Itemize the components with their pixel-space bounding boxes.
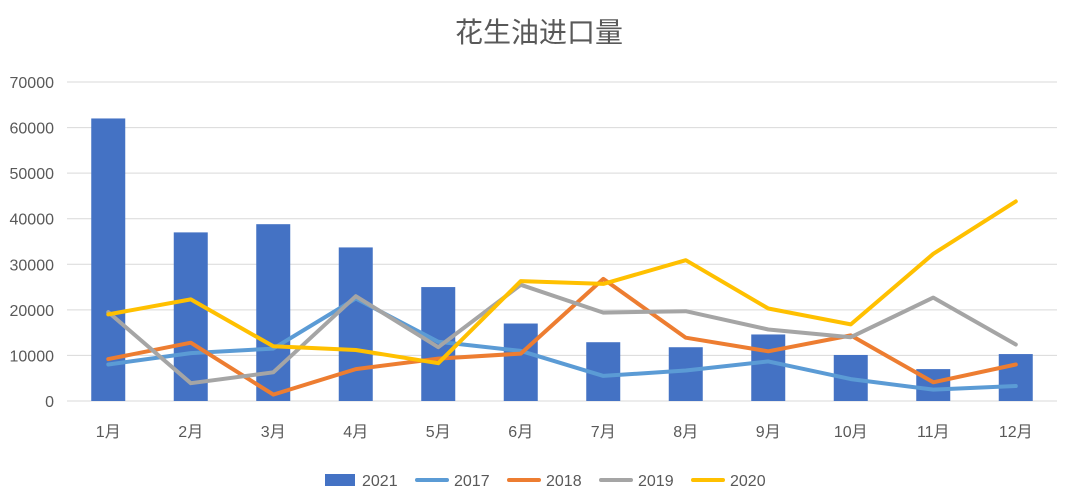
bar-2021	[668, 347, 703, 401]
legend-label: 2020	[730, 473, 766, 490]
legend-item-2021: 2021	[325, 473, 398, 490]
legend-label: 2021	[362, 473, 398, 490]
y-tick-label: 70000	[10, 75, 55, 92]
legend-label: 2017	[454, 473, 490, 490]
x-tick-label: 4月	[343, 424, 368, 441]
bar-2021	[998, 354, 1033, 401]
x-tick-label: 5月	[426, 424, 451, 441]
y-axis-ticks: 0 10000 20000 30000 40000 50000 60000 70000	[10, 75, 55, 411]
legend-label: 2019	[638, 473, 674, 490]
legend-item-2018: 2018	[507, 473, 582, 490]
line-2019	[106, 282, 1018, 386]
legend-item-2017: 2017	[415, 473, 490, 490]
y-tick-label: 20000	[10, 303, 55, 320]
legend-item-2020: 2020	[691, 473, 766, 490]
legend: 2021 2017 2018 2019 2020	[325, 473, 766, 490]
y-tick-label: 0	[45, 394, 54, 411]
y-tick-label: 30000	[10, 257, 55, 274]
legend-item-2019: 2019	[599, 473, 674, 490]
bar-2021	[91, 118, 126, 401]
line-2017	[106, 296, 1018, 392]
bar-2021	[503, 323, 538, 401]
line-2018	[106, 276, 1018, 397]
bar-2021	[338, 247, 373, 401]
legend-swatch	[325, 474, 355, 486]
bar-series	[91, 118, 1033, 401]
x-tick-label: 11月	[917, 424, 950, 441]
line-series	[106, 199, 1018, 397]
bar-2021	[173, 232, 208, 401]
x-axis-ticks: 1月 2月 3月 4月 5月 6月 7月 8月 9月 10月 11月 12月	[96, 424, 1033, 441]
gridlines	[67, 81, 1057, 402]
line-2020	[106, 199, 1018, 366]
x-tick-label: 3月	[261, 424, 286, 441]
x-tick-label: 10月	[834, 424, 868, 441]
x-tick-label: 9月	[756, 424, 781, 441]
x-tick-label: 2月	[178, 424, 203, 441]
bar-2021	[751, 334, 786, 401]
chart-title: 花生油进口量	[455, 16, 623, 49]
x-tick-label: 1月	[96, 424, 121, 441]
y-tick-label: 40000	[10, 212, 55, 229]
x-tick-label: 8月	[673, 424, 698, 441]
y-tick-label: 60000	[10, 121, 55, 138]
x-tick-label: 12月	[999, 424, 1033, 441]
x-tick-label: 7月	[591, 424, 616, 441]
legend-label: 2018	[546, 473, 582, 490]
y-tick-label: 10000	[10, 348, 55, 365]
x-tick-label: 6月	[508, 424, 533, 441]
y-tick-label: 50000	[10, 166, 55, 183]
